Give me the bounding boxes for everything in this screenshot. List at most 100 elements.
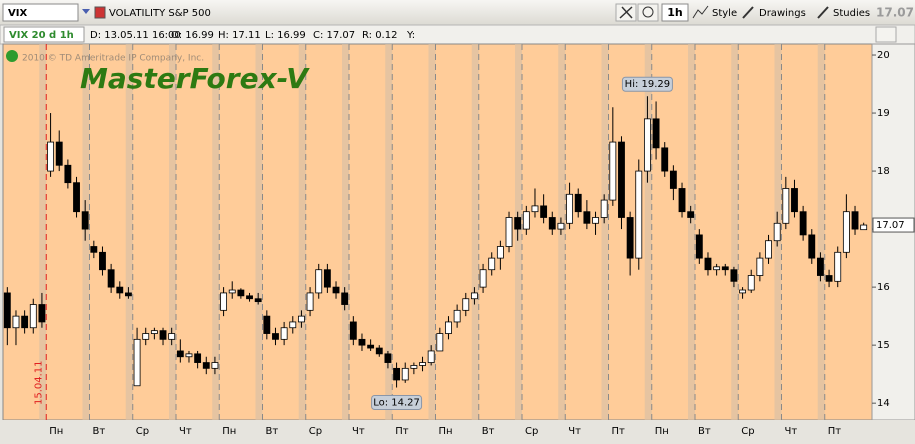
session-band: [255, 44, 263, 420]
session-band: [558, 44, 566, 420]
candle-body: [436, 333, 444, 352]
x-tick-label: Вт: [482, 426, 495, 437]
candle-body: [263, 315, 271, 334]
candle-body: [211, 362, 219, 369]
candle-body: [185, 353, 193, 358]
candle-body: [29, 304, 37, 329]
candle-body: [730, 269, 738, 282]
candle-body: [566, 193, 574, 224]
session-band: [644, 44, 652, 420]
candle-body: [842, 211, 850, 253]
candle-body: [687, 211, 695, 218]
candle-body: [453, 309, 461, 323]
candle-body: [401, 367, 409, 381]
candle-body: [323, 269, 331, 288]
chart-settings-button[interactable]: [875, 26, 897, 43]
candle-body: [272, 333, 279, 340]
tool-icon: [642, 6, 654, 18]
dropdown-icon[interactable]: [82, 9, 90, 14]
candle-body: [618, 141, 625, 218]
candle-body: [297, 315, 305, 323]
candle-body: [341, 292, 349, 305]
candle-body: [799, 211, 807, 236]
candle-body: [462, 298, 470, 311]
candle-body: [635, 170, 643, 259]
candle-body: [860, 224, 868, 231]
tool-button[interactable]: [637, 3, 659, 22]
y-tick-label: 14: [877, 398, 890, 409]
x-tick-label: Ср: [741, 426, 754, 437]
timeframe-button[interactable]: [661, 3, 689, 22]
candle-body: [159, 330, 167, 340]
candle-body: [3, 292, 11, 329]
candle-body: [496, 246, 504, 259]
candle-body: [176, 350, 184, 358]
candle-body: [773, 222, 781, 242]
studies-icon: [817, 6, 829, 19]
x-tick-label: Пн: [439, 426, 453, 437]
candle-body: [237, 289, 245, 297]
candle-body: [531, 205, 539, 213]
y-tick-label: 15: [877, 340, 890, 351]
watermark: 2010 © TD Ameritrade IP Company, Inc.: [22, 54, 204, 64]
session-band: [82, 44, 90, 420]
session-band: [601, 44, 609, 420]
last-price-bg: [872, 217, 915, 233]
candle-body: [782, 188, 790, 224]
tool-icon: [619, 6, 633, 19]
drawings-button[interactable]: Drawings: [759, 8, 806, 19]
session-band: [39, 44, 47, 420]
candle-body: [540, 205, 548, 218]
x-tick-label: Пт: [612, 426, 626, 437]
candle-body: [315, 269, 323, 294]
candle-body: [488, 257, 496, 271]
x-tick-label: Пт: [828, 426, 842, 437]
candle-body: [626, 217, 634, 259]
candle-body: [349, 321, 357, 340]
candle-body: [289, 321, 297, 329]
session-band: [471, 44, 479, 420]
candle-body: [220, 292, 228, 311]
candle-body: [375, 347, 383, 355]
style-button[interactable]: Style: [712, 8, 737, 19]
candle-body: [64, 164, 72, 184]
price-tag-bg: [621, 76, 673, 92]
candle-body: [756, 257, 764, 276]
study-label: VIX 20 d 1h: [9, 30, 74, 41]
x-tick-label: Пн: [655, 426, 669, 437]
candle-body: [721, 266, 729, 271]
x-tick-label: Чт: [352, 426, 365, 437]
studies-button[interactable]: Studies: [833, 8, 870, 19]
info-low: L: 16.99: [265, 30, 306, 41]
candle-body: [202, 362, 210, 369]
candle-body: [427, 350, 435, 363]
candle-body: [254, 298, 262, 303]
style-icon: [692, 5, 709, 19]
candle-body: [548, 217, 556, 230]
price-tag: Lo: 14.27: [373, 398, 420, 409]
candle-body: [99, 251, 106, 271]
x-axis-bg: [0, 420, 915, 444]
candle-body: [124, 292, 132, 297]
candle-body: [522, 211, 530, 230]
candle-body: [583, 211, 591, 224]
date-marker: 15.04.11: [33, 360, 44, 405]
session-band: [385, 44, 393, 420]
info-range: R: 0.12: [362, 30, 397, 41]
chart: 14151617181920ПнВтСрЧтПнВтСрЧтПтПнВтСрЧт…: [0, 43, 915, 444]
candle-body: [652, 118, 660, 149]
candle-body: [445, 321, 452, 334]
last-price: 17.07: [876, 220, 905, 231]
symbol-input[interactable]: [2, 3, 79, 22]
candle-body: [168, 333, 176, 340]
candle-body: [194, 353, 202, 363]
candle-body: [678, 188, 686, 213]
x-tick-label: Ср: [136, 426, 149, 437]
candle-body: [306, 292, 314, 311]
candle-body: [12, 315, 20, 329]
x-tick-label: Пт: [395, 426, 409, 437]
candle-body: [73, 182, 80, 213]
candle-body: [358, 338, 366, 346]
candle-body: [557, 222, 565, 230]
